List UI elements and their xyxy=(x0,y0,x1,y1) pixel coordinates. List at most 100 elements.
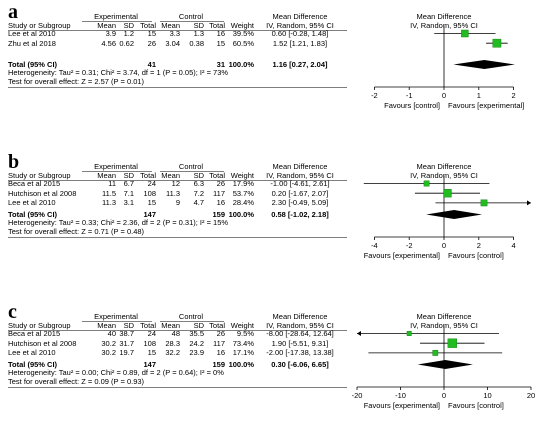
study-cell-exp-total: 108 xyxy=(143,188,156,198)
column-header-study: Study or Subgroup xyxy=(8,21,71,30)
favours-right-label: Favours [control] xyxy=(448,401,504,410)
study-cell-ctrl-sd: 1.3 xyxy=(193,29,204,38)
x-axis-tick-label: -2 xyxy=(406,241,413,250)
group-header-experimental: Experimental xyxy=(94,162,138,171)
x-axis-tick-label: 20 xyxy=(527,391,535,400)
x-axis-tick-label: 2 xyxy=(477,241,481,250)
column-header-esd: SD xyxy=(123,171,134,180)
column-header-csd: SD xyxy=(193,171,204,180)
heterogeneity-text: Heterogeneity: Tau² = 0.00; Chi² = 0.89,… xyxy=(8,368,224,377)
forest-panel-b: b Experimental Control Mean Difference Mean … xyxy=(0,150,550,296)
study-weight-square xyxy=(447,338,457,348)
study-cell-exp-total: 24 xyxy=(147,329,156,338)
study-weight-square xyxy=(480,199,488,207)
study-cell-name: Hutchison et al 2008 xyxy=(8,338,77,348)
study-cell-ctrl-total: 26 xyxy=(216,179,225,188)
total-ctrl-n: 159 xyxy=(212,210,225,219)
x-axis-tick-label: -20 xyxy=(352,391,363,400)
x-axis-tick-label: -10 xyxy=(395,391,406,400)
column-header-wt: Weight xyxy=(230,321,254,330)
x-axis-tick-label: -2 xyxy=(371,91,378,100)
total-ctrl-n: 31 xyxy=(216,60,225,69)
total-label: Total (95% CI) xyxy=(8,60,58,69)
study-cell-ctrl-sd: 4.7 xyxy=(193,198,204,208)
forest-panel-a: a Experimental Control Mean Difference Mean … xyxy=(0,0,550,146)
total-weight: 100.0% xyxy=(228,360,254,369)
column-header-cm: Mean xyxy=(161,321,180,330)
study-cell-name: Hutchison et al 2008 xyxy=(8,188,77,198)
column-header-cm: Mean xyxy=(161,171,180,180)
favours-left-label: Favours [experimental] xyxy=(364,251,440,260)
x-axis-tick-label: 10 xyxy=(483,391,491,400)
header-rule xyxy=(8,330,347,331)
study-cell-weight: 17.1% xyxy=(232,348,254,358)
study-cell-exp-mean: 3.9 xyxy=(105,29,116,38)
column-header-et: Total xyxy=(140,321,156,330)
header-rule xyxy=(8,180,347,181)
study-cell-name: Beca et al 2015 xyxy=(8,179,61,188)
study-cell-exp-sd: 38.7 xyxy=(119,329,134,338)
study-cell-weight: 28.4% xyxy=(232,198,254,208)
x-axis-tick-label: 0 xyxy=(442,391,446,400)
x-axis-tick-label: 4 xyxy=(512,241,516,250)
study-cell-ctrl-sd: 24.2 xyxy=(189,338,204,348)
study-cell-weight: 73.4% xyxy=(232,338,254,348)
study-cell-weight: 17.9% xyxy=(232,179,254,188)
study-cell-ctrl-mean: 11.3 xyxy=(165,188,180,198)
column-header-csd: SD xyxy=(193,21,204,30)
overall-effect-text: Test for overall effect: Z = 0.71 (P = 0… xyxy=(8,227,145,236)
heterogeneity-text: Heterogeneity: Tau² = 0.31; Chi² = 3.74,… xyxy=(8,68,229,77)
group-underline-control xyxy=(160,321,224,322)
column-header-em: Mean xyxy=(97,321,116,330)
study-cell-ctrl-mean: 9 xyxy=(175,198,180,208)
group-underline-control xyxy=(160,171,224,172)
forest-plot-area: -4 -2 0 2 4 Favours [experimental] Favours [co… xyxy=(364,175,531,260)
study-cell-exp-mean: 11.5 xyxy=(101,188,116,198)
column-header-csd: SD xyxy=(193,321,204,330)
total-exp-n: 41 xyxy=(147,60,156,69)
effect-header-left: Mean Difference xyxy=(272,312,328,321)
study-cell-exp-sd: 0.62 xyxy=(119,38,134,48)
study-cell-name: Beca et al 2015 xyxy=(8,329,61,338)
study-cell-weight: 9.5% xyxy=(236,329,254,338)
study-cell-exp-sd: 31.7 xyxy=(119,338,134,348)
effect-header-left: Mean Difference xyxy=(272,162,328,171)
study-cell-ctrl-sd: 7.2 xyxy=(193,188,204,198)
study-cell-ctrl-sd: 23.9 xyxy=(189,348,204,358)
study-cell-exp-mean: 11.3 xyxy=(101,198,116,208)
x-axis-tick-label: -4 xyxy=(371,241,378,250)
effect-header-right: Mean Difference xyxy=(416,12,472,21)
study-cell-exp-total: 26 xyxy=(147,38,156,48)
study-cell-name: Lee et al 2010 xyxy=(8,348,56,358)
column-header-wt: Weight xyxy=(230,21,254,30)
header-rule xyxy=(8,30,347,31)
total-ctrl-n: 159 xyxy=(212,360,225,369)
total-label: Total (95% CI) xyxy=(8,210,58,219)
total-ci: 0.58 [-1.02, 2.18] xyxy=(271,210,329,219)
forest-plot-area: -20 -10 0 10 20 Favours [experimental] Favours… xyxy=(352,325,535,410)
column-header-ct: Total xyxy=(209,171,225,180)
group-header-control: Control xyxy=(178,12,204,21)
study-cell-name: Lee et al 2010 xyxy=(8,198,56,208)
study-cell-ci-text: 1.52 [1.21, 1.83] xyxy=(272,38,328,48)
total-weight: 100.0% xyxy=(228,60,254,69)
study-cell-ci-text: 0.20 [-1.67, 2.07] xyxy=(271,188,329,198)
group-header-experimental: Experimental xyxy=(94,312,138,321)
bottom-rule xyxy=(8,237,347,238)
favours-left-label: Favours [experimental] xyxy=(364,401,440,410)
group-underline-control xyxy=(160,21,224,22)
total-exp-n: 147 xyxy=(143,360,156,369)
favours-right-label: Favours [experimental] xyxy=(448,101,524,110)
heterogeneity-text: Heterogeneity: Tau² = 0.33; Chi² = 2.36,… xyxy=(8,218,229,227)
column-header-em: Mean xyxy=(97,21,116,30)
column-header-cm: Mean xyxy=(161,21,180,30)
study-cell-ctrl-total: 117 xyxy=(213,188,225,198)
study-weight-square xyxy=(443,189,452,198)
ci-arrow-left xyxy=(357,331,361,336)
column-header-esd: SD xyxy=(123,321,134,330)
pooled-effect-diamond xyxy=(426,210,482,219)
study-weight-square xyxy=(406,331,412,336)
column-header-ci: IV, Random, 95% CI xyxy=(266,171,334,180)
study-cell-ctrl-total: 117 xyxy=(213,338,225,348)
overall-effect-text: Test for overall effect: Z = 2.57 (P = 0… xyxy=(8,77,145,86)
